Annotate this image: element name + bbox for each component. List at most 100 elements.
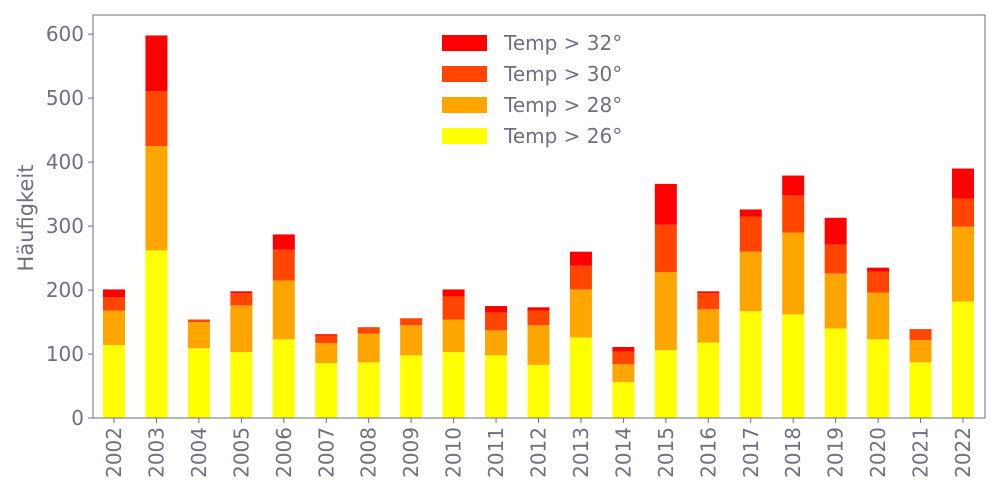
- bar-2006-series-2: [272, 249, 295, 281]
- bar-2022-series-3: [952, 168, 974, 199]
- bar-2019-series-1: [824, 273, 847, 329]
- bar-2012-series-3: [527, 307, 550, 311]
- bar-2015-series-3: [654, 183, 677, 225]
- x-tick-label: 2002: [102, 427, 126, 478]
- bar-2022-series-0: [952, 301, 974, 418]
- bar-2009-series-2: [400, 318, 423, 326]
- x-tick-label: 2021: [909, 427, 933, 478]
- bar-2005-series-2: [230, 293, 253, 306]
- bar-2020-series-3: [867, 267, 890, 272]
- bar-2012-series-1: [527, 325, 550, 365]
- bar-2015-series-0: [654, 350, 677, 418]
- x-tick-label: 2007: [314, 427, 338, 478]
- bar-2021-series-0: [909, 362, 932, 418]
- bar-2018-series-1: [782, 232, 805, 315]
- bar-2002-series-0: [103, 345, 125, 418]
- bar-2004-series-1: [187, 322, 210, 349]
- bar-2010-series-0: [442, 352, 465, 418]
- bar-2012-series-0: [527, 364, 550, 418]
- y-tick-label: 500: [46, 86, 84, 110]
- bar-2010-series-1: [442, 319, 465, 353]
- y-tick-label: 300: [46, 214, 84, 238]
- bar-2016-series-2: [697, 293, 720, 310]
- legend-swatch: [442, 35, 487, 51]
- y-tick-label: 200: [46, 278, 84, 302]
- y-tick-label: 100: [46, 342, 84, 366]
- bar-2007-series-2: [315, 335, 338, 344]
- legend-swatch: [442, 128, 487, 144]
- bar-2016-series-0: [697, 342, 720, 418]
- bars-group: [103, 35, 974, 418]
- bar-2019-series-2: [824, 244, 847, 274]
- x-tick-label: 2003: [144, 427, 168, 478]
- y-tick-label: 400: [46, 150, 84, 174]
- x-axis: 2002 2003 2004 2005 2006 2007 2008 2009 2010 2011…: [102, 418, 975, 478]
- bar-2014-series-1: [612, 364, 635, 383]
- bar-2014-series-2: [612, 351, 635, 365]
- bar-2020-series-2: [867, 271, 890, 293]
- bar-2003-series-0: [145, 250, 168, 418]
- bar-2003-series-3: [145, 35, 168, 92]
- x-tick-label: 2012: [527, 427, 551, 478]
- bar-2009-series-1: [400, 325, 423, 356]
- x-tick-label: 2008: [357, 427, 381, 478]
- bar-2007-series-0: [315, 362, 338, 418]
- bar-2017-series-0: [739, 311, 762, 418]
- legend-label: Temp > 32°: [503, 31, 622, 55]
- bar-2018-series-3: [782, 175, 805, 196]
- x-tick-label: 2018: [781, 427, 805, 478]
- y-axis: 0 100 200 300 400 500 600: [46, 22, 93, 430]
- legend-label: Temp > 30°: [503, 62, 622, 86]
- bar-2005-series-0: [230, 352, 253, 418]
- bar-2017-series-1: [739, 251, 762, 312]
- bar-2004-series-2: [187, 319, 210, 323]
- bar-2002-series-3: [103, 289, 125, 298]
- legend-swatch: [442, 66, 487, 82]
- y-axis-label: Häufigkeit: [14, 165, 38, 272]
- bar-2018-series-0: [782, 314, 805, 418]
- bar-2014-series-0: [612, 382, 635, 418]
- y-tick-label: 600: [46, 22, 84, 46]
- bar-2007-series-3: [315, 334, 338, 336]
- bar-2015-series-2: [654, 224, 677, 273]
- legend-swatch: [442, 97, 487, 113]
- bar-2015-series-1: [654, 272, 677, 351]
- legend: Temp > 32° Temp > 30° Temp > 28° Temp > 26°: [442, 31, 622, 148]
- bar-2013-series-3: [569, 251, 592, 266]
- bar-2006-series-0: [272, 339, 295, 418]
- bar-2010-series-3: [442, 289, 465, 297]
- bar-2022-series-1: [952, 226, 974, 302]
- x-tick-label: 2022: [951, 427, 975, 478]
- bar-2007-series-1: [315, 343, 338, 363]
- x-tick-label: 2005: [229, 427, 253, 478]
- bar-2020-series-0: [867, 339, 890, 418]
- bar-2002-series-2: [103, 297, 125, 311]
- bar-2006-series-1: [272, 280, 295, 340]
- bar-2005-series-3: [230, 291, 253, 294]
- bar-2002-series-1: [103, 310, 125, 346]
- bar-2008-series-2: [357, 327, 380, 334]
- bar-2011-series-1: [485, 330, 508, 356]
- bar-2016-series-3: [697, 291, 720, 294]
- bar-2006-series-3: [272, 234, 295, 250]
- x-tick-label: 2010: [442, 427, 466, 478]
- bar-2008-series-1: [357, 333, 380, 363]
- x-tick-label: 2009: [399, 427, 423, 478]
- bar-2011-series-2: [485, 312, 508, 331]
- bar-2010-series-2: [442, 296, 465, 320]
- bar-2019-series-3: [824, 217, 847, 245]
- x-tick-label: 2014: [611, 427, 635, 478]
- legend-label: Temp > 28°: [503, 93, 622, 117]
- bar-2022-series-2: [952, 198, 974, 227]
- bar-2020-series-1: [867, 292, 890, 340]
- bar-2018-series-2: [782, 195, 805, 233]
- bar-2014-series-3: [612, 346, 635, 352]
- x-tick-label: 2015: [654, 427, 678, 478]
- bar-2004-series-0: [187, 348, 210, 418]
- bar-2021-series-2: [909, 329, 932, 340]
- bar-2003-series-1: [145, 146, 168, 251]
- x-tick-label: 2004: [187, 427, 211, 478]
- x-tick-label: 2006: [272, 427, 296, 478]
- legend-label: Temp > 26°: [503, 124, 622, 148]
